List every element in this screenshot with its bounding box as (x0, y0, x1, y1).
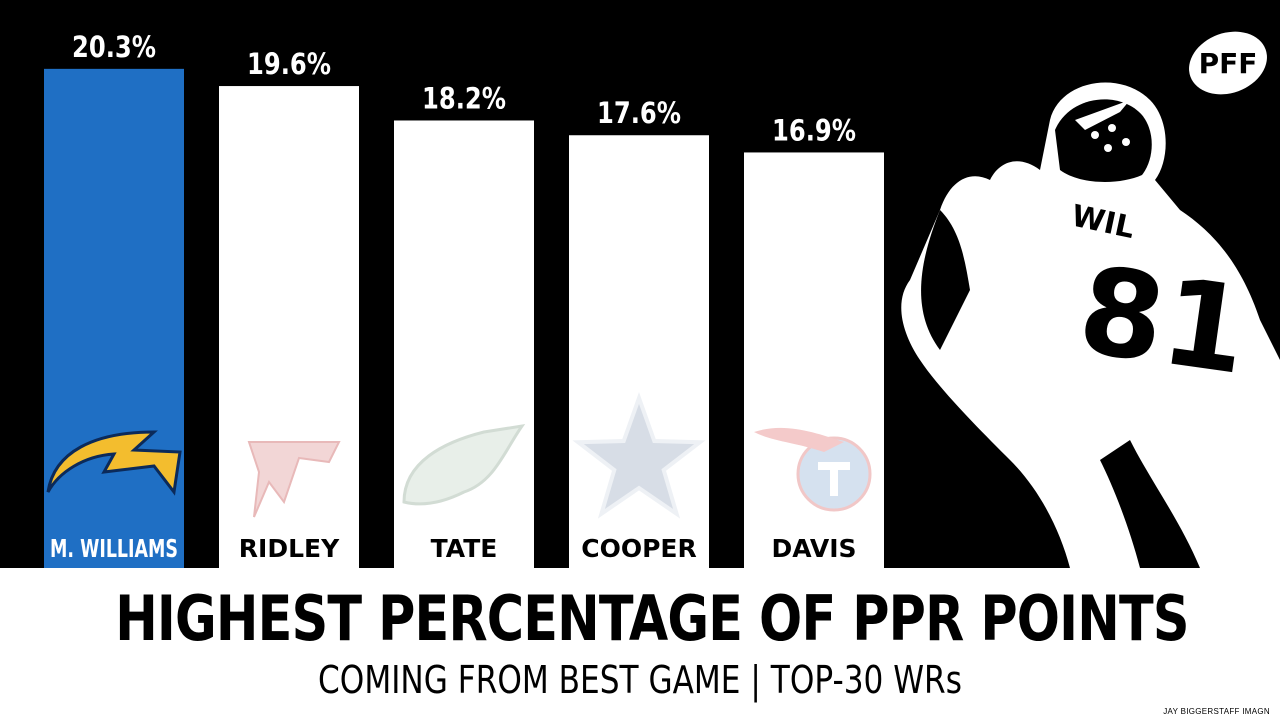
category-label-1: RIDLEY (239, 534, 340, 563)
player-photo-silhouette: WIL 81 (901, 82, 1280, 568)
chart-area: WIL 81 PFF 20.3% M. WILLIAMS 19.6% RIDLEY 18… (0, 0, 1280, 568)
category-label-4: DAVIS (771, 534, 856, 563)
chargers-bolt-icon (46, 430, 182, 496)
bars-layer: 20.3% M. WILLIAMS 19.6% RIDLEY 18.2% TATE 17.6… (44, 30, 884, 568)
value-label-0: 20.3% (72, 30, 156, 64)
value-label-2: 18.2% (422, 81, 506, 115)
value-label-3: 17.6% (597, 96, 681, 130)
pff-logo-text: PFF (1199, 47, 1258, 80)
falcons-icon (247, 441, 341, 518)
chart-subtitle: COMING FROM BEST GAME | TOP-30 WRs (318, 658, 962, 702)
pff-logo: PFF (1189, 31, 1267, 95)
chart-title: HIGHEST PERCENTAGE OF PPR POINTS (115, 582, 1189, 655)
footer: HIGHEST PERCENTAGE OF PPR POINTS COMING … (0, 568, 1280, 720)
category-label-3: COOPER (581, 534, 697, 563)
svg-text:81: 81 (1071, 241, 1256, 402)
bar-1 (219, 86, 359, 568)
titans-icon (754, 427, 872, 512)
bar-3 (569, 135, 709, 568)
category-label-0: M. WILLIAMS (50, 534, 178, 563)
cowboys-star-icon (572, 392, 706, 519)
bar-chart: 20.3% M. WILLIAMS 19.6% RIDLEY 18.2% TATE 17.6… (44, 30, 884, 568)
value-label-4: 16.9% (772, 113, 856, 147)
photo-credit: JAY BIGGERSTAFF IMAGN (1163, 707, 1270, 716)
bar-0 (44, 68, 184, 568)
value-label-1: 19.6% (247, 47, 331, 81)
category-label-2: TATE (431, 534, 498, 563)
eagles-icon (402, 423, 526, 506)
